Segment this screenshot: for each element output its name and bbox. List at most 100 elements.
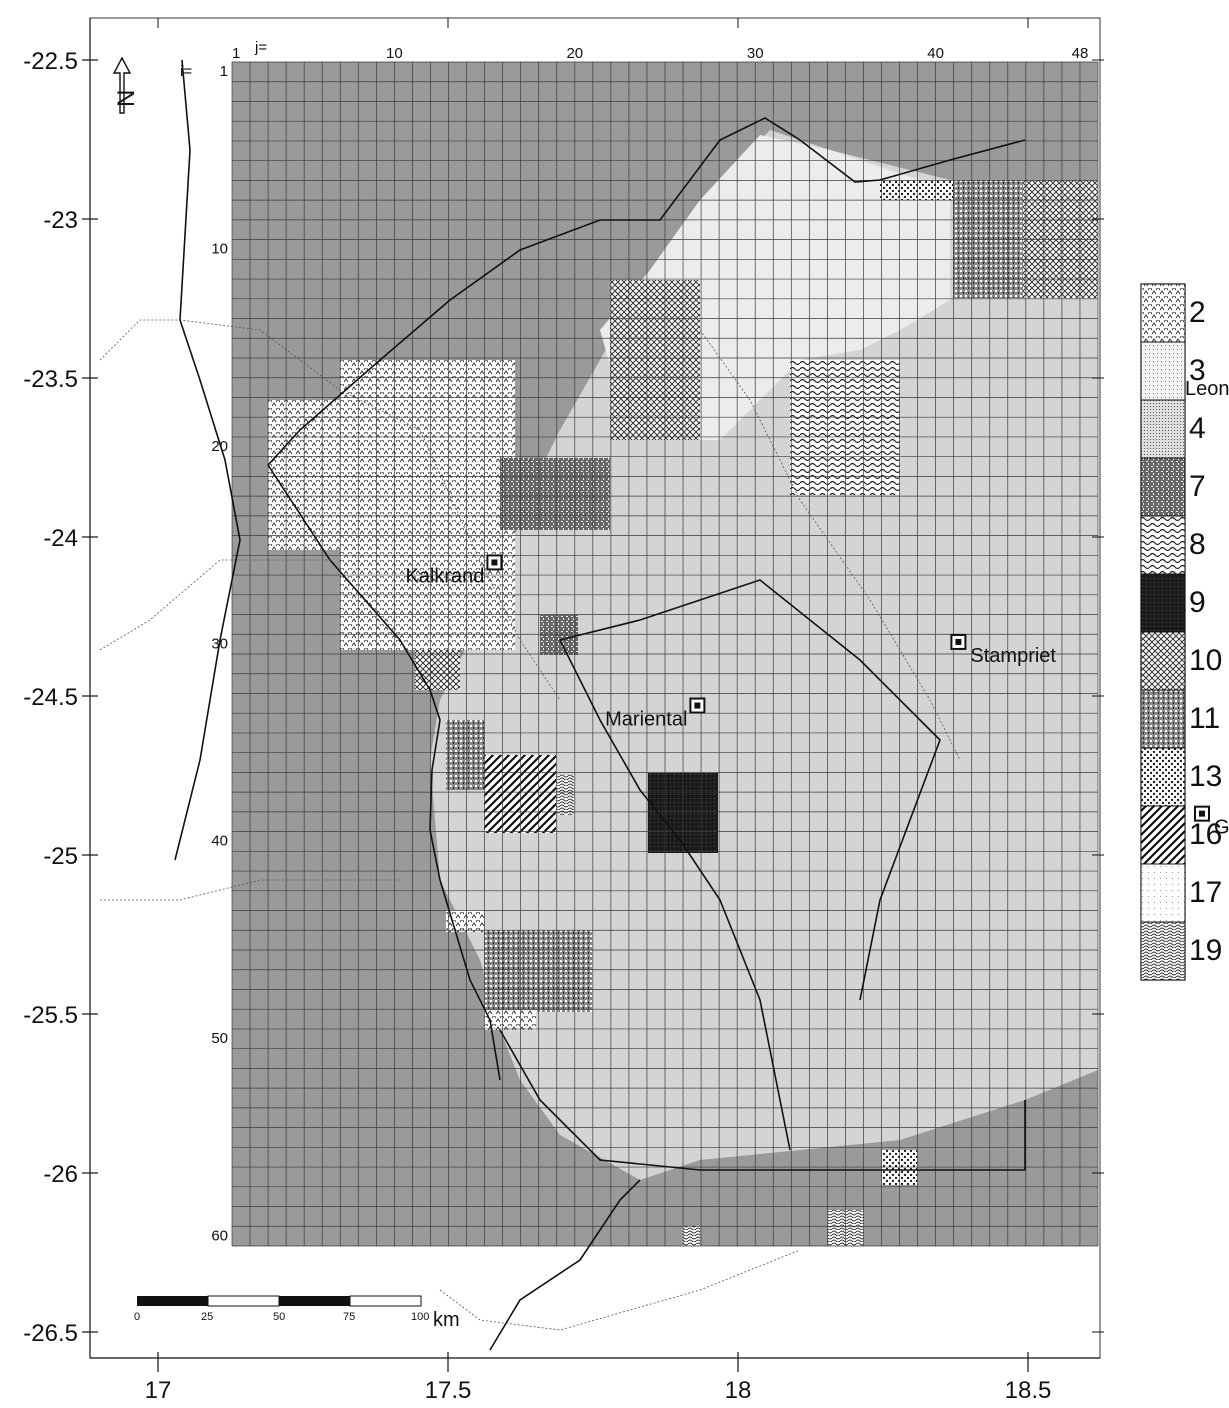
zone-p2-south bbox=[446, 910, 484, 932]
x-tick-label: 18 bbox=[725, 1377, 752, 1404]
j-prefix-label: j= bbox=[254, 39, 267, 56]
legend-swatch bbox=[1140, 457, 1186, 517]
road-north-arc bbox=[267, 117, 1026, 466]
legend-label: 13 bbox=[1189, 760, 1222, 793]
zone-p13-northeast bbox=[880, 180, 953, 200]
legend-swatch bbox=[1140, 399, 1186, 459]
town-label: Mariental bbox=[605, 709, 687, 731]
grid-row-label: 30 bbox=[211, 635, 228, 652]
legend-label: 7 bbox=[1189, 470, 1206, 503]
grid-column-label: 20 bbox=[566, 45, 583, 62]
legend-swatch bbox=[1140, 573, 1186, 633]
town-label: Kalkrand bbox=[405, 565, 484, 587]
scale-segment-1 bbox=[137, 1296, 208, 1306]
legend-label: 16 bbox=[1189, 818, 1222, 851]
river-1 bbox=[99, 319, 561, 701]
legend-swatch bbox=[1140, 341, 1186, 401]
legend-label: 19 bbox=[1189, 934, 1222, 967]
zone-p16-south bbox=[484, 755, 556, 833]
zone-p7-stampriet bbox=[540, 615, 578, 655]
legend-label: 17 bbox=[1189, 876, 1222, 909]
legend-label: 2 bbox=[1189, 296, 1206, 329]
legend-label: 11 bbox=[1189, 702, 1220, 735]
x-tick-label: 18.5 bbox=[1005, 1377, 1052, 1404]
road-south-exit bbox=[489, 1179, 641, 1351]
grid-column-label: 10 bbox=[386, 45, 403, 62]
grid-row-label: 20 bbox=[211, 438, 228, 455]
scale-unit: km bbox=[433, 1309, 460, 1331]
zone-middle bbox=[430, 130, 1098, 1180]
legend-swatch bbox=[1140, 283, 1186, 343]
scale-tick-0: 0 bbox=[134, 1311, 140, 1323]
town-label: Gochas bbox=[1214, 817, 1229, 839]
y-tick-label: -24 bbox=[43, 525, 78, 552]
grid-row-label: 10 bbox=[211, 241, 228, 258]
i-prefix-label: i= bbox=[180, 63, 192, 80]
legend-label: 4 bbox=[1189, 412, 1206, 445]
y-tick-label: -22.5 bbox=[23, 48, 78, 75]
legend: 2 3 4 7 8 9 10 11 13 16 17 19 bbox=[1140, 283, 1222, 981]
y-tick-label: -24.5 bbox=[23, 684, 78, 711]
road-west bbox=[174, 59, 241, 861]
town-marker-dot bbox=[1199, 810, 1205, 817]
grid-row-labels: i= 1 10 20 30 40 50 60 bbox=[180, 63, 228, 1244]
grid-column-labels: j= 1 10 20 30 40 48 bbox=[232, 39, 1088, 62]
legend-swatch bbox=[1140, 921, 1186, 981]
town-label: Stampriet bbox=[970, 645, 1056, 667]
grid-column-label: 48 bbox=[1072, 45, 1089, 62]
scale-tick-100: 100 bbox=[411, 1311, 429, 1323]
town-label: Leonardville bbox=[1185, 378, 1229, 400]
scale-segment-4 bbox=[349, 1295, 422, 1307]
scale-tick-25: 25 bbox=[201, 1311, 213, 1323]
x-tick-label: 17 bbox=[145, 1377, 172, 1404]
grid-row-label: 60 bbox=[211, 1227, 228, 1244]
grid-column-label: 1 bbox=[232, 45, 240, 62]
rivers bbox=[99, 319, 961, 1331]
north-arrow: N bbox=[112, 56, 140, 114]
legend-label: 8 bbox=[1189, 528, 1206, 561]
y-tick-label: -23 bbox=[43, 207, 78, 234]
zone-p19-koes bbox=[828, 1210, 864, 1246]
zone-p10-leonardville bbox=[610, 280, 700, 440]
scale-tick-50: 50 bbox=[273, 1311, 285, 1323]
town-marker-dot bbox=[955, 638, 962, 645]
zone-p11-south bbox=[484, 930, 592, 1012]
zone-p19-south2 bbox=[682, 1226, 700, 1246]
legend-label: 9 bbox=[1189, 586, 1206, 619]
town-marker-dot bbox=[491, 559, 498, 566]
legend-swatch bbox=[1140, 515, 1186, 575]
zone-p8-aminuis bbox=[790, 360, 900, 495]
scale-segment-3 bbox=[279, 1296, 350, 1306]
grid-row-label: 50 bbox=[211, 1030, 228, 1047]
town-marker-dot bbox=[694, 702, 701, 709]
zone-p2-south2 bbox=[484, 1010, 536, 1030]
scale-segment-2 bbox=[207, 1295, 280, 1307]
road-main-north bbox=[267, 464, 501, 1081]
river-5 bbox=[439, 1249, 801, 1331]
y-axis: -22.5 -23 -23.5 -24 -24.5 -25 -25.5 -26 -26.5 bbox=[23, 18, 1104, 1358]
zone-p10-northeast bbox=[1023, 180, 1098, 298]
legend-swatch bbox=[1140, 631, 1186, 691]
scale-tick-75: 75 bbox=[343, 1311, 355, 1323]
y-tick-label: -26 bbox=[43, 1161, 78, 1188]
zone-p11-northeast bbox=[953, 180, 1023, 298]
road-east bbox=[559, 579, 941, 1001]
roads bbox=[174, 59, 1026, 1351]
zone-p19-south bbox=[556, 775, 574, 815]
road-gochas bbox=[559, 639, 791, 1151]
legend-label: 3 bbox=[1189, 354, 1206, 387]
legend-label: 10 bbox=[1189, 644, 1222, 677]
grid-row-label: 1 bbox=[220, 63, 228, 80]
north-arrow-icon bbox=[112, 56, 132, 114]
river-2 bbox=[99, 559, 330, 651]
y-tick-label: -26.5 bbox=[23, 1320, 78, 1347]
scale-bar: 0 25 50 75 100 km bbox=[134, 1295, 460, 1331]
x-tick-label: 17.5 bbox=[425, 1377, 472, 1404]
grid-lines bbox=[231, 61, 1099, 1247]
grid-row-label: 40 bbox=[211, 833, 228, 850]
y-tick-label: -23.5 bbox=[23, 366, 78, 393]
y-tick-label: -25 bbox=[43, 843, 78, 870]
legend-swatch bbox=[1140, 863, 1186, 923]
